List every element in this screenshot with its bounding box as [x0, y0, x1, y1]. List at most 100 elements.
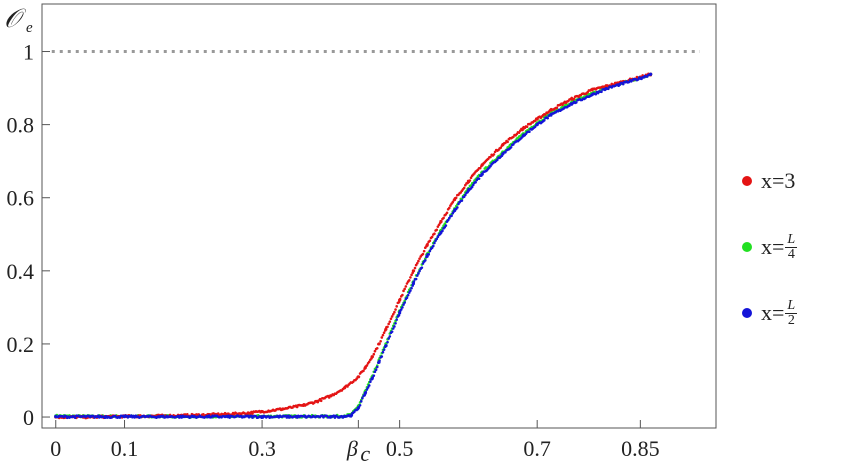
scatter-dot — [442, 216, 445, 220]
scatter-dot — [572, 97, 576, 101]
legend-item-x3: x=3 — [742, 148, 837, 214]
scatter-dot — [506, 140, 509, 144]
scatter-dot — [393, 310, 396, 314]
legend-fraction-l4: L 4 — [785, 232, 798, 262]
scatter-dot — [366, 386, 370, 389]
scatter-dot — [500, 154, 504, 158]
scatter-dot — [381, 333, 385, 337]
scatter-dot — [367, 360, 371, 364]
scatter-dot — [381, 350, 385, 354]
series-1 — [54, 72, 653, 419]
scatter-dot — [388, 320, 392, 323]
scatter-dot — [397, 300, 401, 304]
x-tick-label: 0.3 — [248, 436, 276, 461]
scatter-dot — [390, 315, 394, 318]
fraction-numerator: L — [785, 297, 798, 314]
scatter-dot — [418, 257, 421, 260]
scatter-dot — [418, 269, 421, 273]
scatter-dot — [512, 135, 515, 139]
scatter-dot — [436, 235, 440, 239]
scatter-dot — [415, 274, 419, 277]
scatter-dot — [450, 214, 453, 218]
scatter-dot — [406, 293, 410, 297]
scatter-dot — [478, 166, 482, 170]
legend-label-x-l2: x= L 2 — [761, 297, 798, 328]
scatter-dot — [251, 412, 254, 415]
scatter-dot — [417, 259, 420, 263]
series-layer — [54, 72, 653, 420]
scatter-dot — [349, 415, 353, 418]
legend-marker-x-l2 — [742, 308, 752, 318]
x-tick-label: 0.85 — [621, 436, 660, 461]
scatter-dot — [464, 193, 467, 197]
scatter-dot — [496, 158, 499, 162]
scatter-dot — [364, 390, 368, 394]
scatter-dot — [481, 173, 484, 176]
scatter-dot — [327, 396, 331, 399]
scatter-dot — [383, 329, 387, 332]
scatter-dot — [380, 336, 384, 339]
scatter-dot — [421, 262, 425, 265]
y-tick-label: 1 — [23, 40, 34, 65]
x-tick-label: 0 — [50, 436, 61, 461]
y-tick-label: 0.6 — [7, 186, 35, 211]
scatter-dot — [397, 314, 401, 317]
scatter-dot — [379, 339, 382, 343]
legend-label-x3: x=3 — [761, 168, 796, 193]
scatter-dot — [186, 413, 189, 416]
x-tick-label: 0.1 — [111, 436, 139, 461]
fraction-denominator: 4 — [787, 246, 795, 262]
plot-frame — [41, 3, 717, 429]
scatter-dot — [555, 106, 559, 110]
scatter-dot — [286, 414, 290, 417]
scatter-dot — [421, 252, 425, 256]
scatter-dot — [446, 218, 450, 222]
scatter-dot — [362, 369, 365, 373]
scatter-dot — [444, 224, 448, 227]
scatter-dot — [435, 228, 439, 232]
scatter-dot — [452, 210, 456, 213]
scatter-dot — [365, 388, 369, 391]
scatter-dot — [407, 279, 411, 282]
scatter-dot — [521, 135, 524, 138]
scatter-dot — [451, 200, 455, 204]
scatter-dot — [409, 276, 412, 279]
scatter-dot — [448, 206, 451, 210]
scatter-dot — [438, 232, 442, 236]
scatter-dot — [431, 244, 435, 248]
scatter-dot — [509, 145, 513, 149]
scatter-dot — [425, 255, 428, 259]
scatter-dot — [504, 150, 507, 154]
scatter-dot — [378, 342, 381, 346]
scatter-dot — [472, 183, 475, 187]
scatter-dot — [417, 272, 420, 275]
scatter-dot — [369, 380, 372, 384]
scatter-dot — [426, 242, 429, 246]
x-tick-label: 0.7 — [523, 436, 551, 461]
scatter-dot — [600, 90, 603, 94]
scatter-dot — [227, 414, 230, 417]
scatter-dot — [462, 186, 466, 190]
scatter-dot — [361, 397, 364, 400]
scatter-dot — [393, 325, 396, 328]
scatter-dot — [440, 220, 443, 223]
scatter-dot — [456, 206, 459, 209]
scatter-dot — [427, 253, 431, 256]
scatter-dot — [407, 291, 411, 294]
scatter-dot — [414, 277, 418, 281]
scatter-dot — [398, 297, 402, 301]
scatter-dot — [517, 131, 521, 134]
legend-marker-x3 — [742, 176, 752, 186]
x-axis: 0 0.1 0.3 β c 0.5 0.7 0.85 — [50, 420, 660, 462]
scatter-dot — [621, 82, 625, 86]
x-tick-label: 0.5 — [386, 436, 414, 461]
scatter-dot — [525, 125, 529, 129]
scatter-dot — [607, 87, 610, 91]
scatter-dot — [477, 177, 481, 180]
scatter-dot — [512, 143, 515, 146]
scatter-dot — [433, 241, 436, 245]
scatter-dot — [403, 301, 406, 304]
y-tick-label: 0 — [23, 405, 34, 430]
scatter-dot — [410, 273, 413, 277]
scatter-dot — [73, 416, 77, 420]
